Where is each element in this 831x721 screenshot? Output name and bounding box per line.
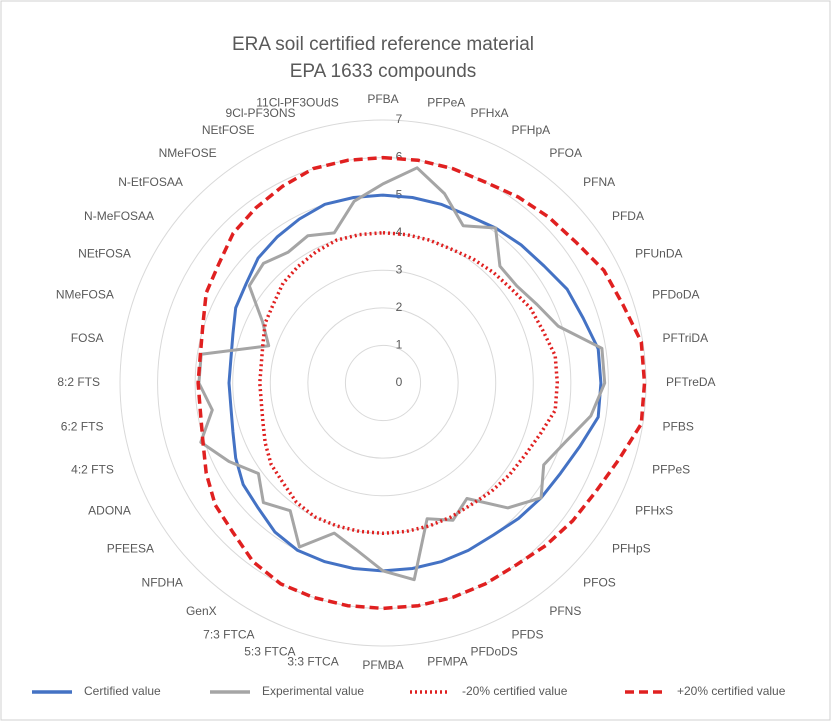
category-label: PFTreDA: [666, 375, 716, 389]
category-label: PFNS: [549, 604, 581, 618]
category-label: PFHxS: [635, 504, 673, 518]
category-label: NEtFOSA: [78, 247, 131, 261]
legend-label: Certified value: [84, 684, 161, 698]
series-line: [197, 166, 607, 582]
category-label: PFBA: [367, 92, 398, 106]
category-label: PFEESA: [107, 542, 154, 556]
category-label: PFNA: [583, 175, 615, 189]
category-label: 11Cl-PF3OUdS: [256, 96, 338, 110]
grid-circle: [119, 119, 647, 647]
r-tick-label: 7: [396, 112, 403, 126]
category-label: 9Cl-PF3ONS: [226, 106, 296, 120]
category-label: NFDHA: [142, 575, 183, 589]
legend-label: -20% certified value: [462, 684, 568, 698]
category-label: N-EtFOSAA: [118, 175, 183, 189]
grid-circle: [269, 269, 497, 497]
category-label: 5:3 FTCA: [244, 644, 295, 658]
category-label: PFMBA: [362, 658, 403, 672]
r-tick-label: 5: [396, 187, 403, 201]
category-label: PFTriDA: [663, 331, 709, 345]
category-label: GenX: [186, 604, 217, 618]
legend-label: Experimental value: [262, 684, 364, 698]
r-tick-label: 6: [396, 150, 403, 164]
category-label: NMeFOSA: [56, 288, 114, 302]
category-label: 7:3 FTCA: [203, 627, 254, 641]
category-label: PFHpA: [511, 123, 550, 137]
category-label: 8:2 FTS: [57, 375, 100, 389]
category-label: PFHxA: [470, 106, 508, 120]
category-label: N-MeFOSAA: [84, 209, 154, 223]
category-label: PFOA: [549, 146, 582, 160]
r-tick-label: 0: [396, 375, 403, 389]
series-line: [196, 155, 647, 611]
category-label: PFMPA: [427, 655, 467, 669]
r-tick-label: 4: [396, 225, 403, 239]
category-label: FOSA: [71, 331, 104, 345]
category-label: PFUnDA: [635, 247, 682, 261]
category-label: NMeFOSE: [159, 146, 217, 160]
category-label: 4:2 FTS: [71, 463, 114, 477]
category-label: NEtFOSE: [202, 123, 255, 137]
r-tick-label: 2: [396, 300, 403, 314]
series-line: [258, 230, 560, 536]
r-tick-label: 3: [396, 262, 403, 276]
category-label: PFDA: [612, 209, 644, 223]
category-label: 6:2 FTS: [61, 419, 104, 433]
grid-circle: [307, 307, 459, 459]
category-label: PFDoDA: [652, 288, 699, 302]
grid-circle: [344, 344, 422, 422]
r-tick-label: 1: [396, 338, 403, 352]
category-label: PFPeS: [652, 463, 690, 477]
chart-title: ERA soil certified reference material: [232, 34, 534, 55]
category-label: PFPeA: [427, 96, 465, 110]
legend-label: +20% certified value: [677, 684, 786, 698]
category-label: ADONA: [88, 504, 131, 518]
category-label: PFBS: [663, 419, 694, 433]
category-label: 3:3 FTCA: [287, 655, 338, 669]
category-label: PFDoDS: [470, 644, 517, 658]
chart-title: EPA 1633 compounds: [290, 61, 477, 82]
category-label: PFDS: [511, 627, 543, 641]
category-label: PFHpS: [612, 542, 651, 556]
category-label: PFOS: [583, 575, 616, 589]
